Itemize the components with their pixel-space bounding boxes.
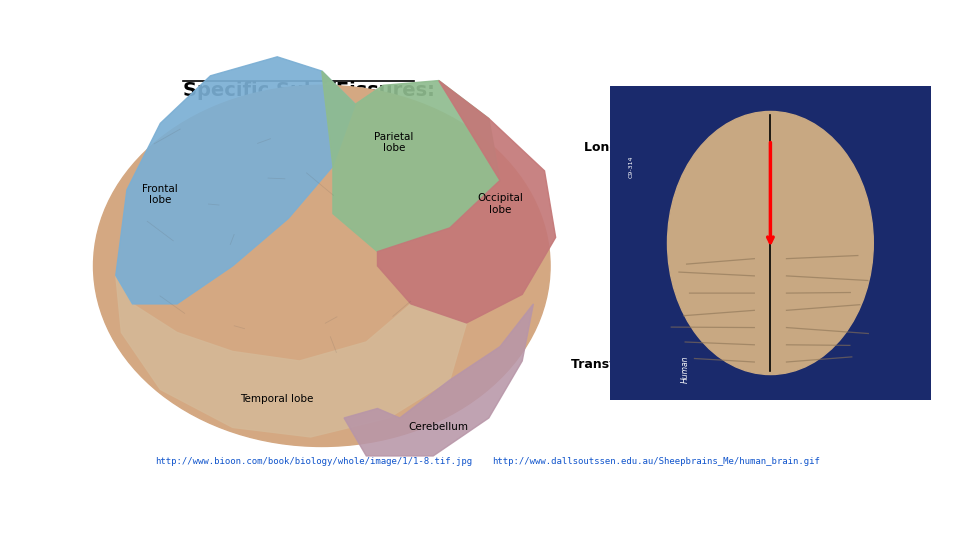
Polygon shape [116,57,355,304]
Text: Longitudinal Fissure: Longitudinal Fissure [585,141,727,210]
Ellipse shape [667,111,874,375]
Text: Central Sulcus: Central Sulcus [233,129,339,170]
Text: Specific Sulci/Fissures:: Specific Sulci/Fissures: [183,82,435,100]
Ellipse shape [93,85,550,447]
Text: Occipital
lobe: Occipital lobe [477,193,523,215]
Text: Temporal lobe: Temporal lobe [241,394,314,404]
Text: Sylvian/Lateral
Fissure: Sylvian/Lateral Fissure [142,287,264,328]
Text: Human: Human [681,355,689,383]
Polygon shape [377,80,556,323]
Polygon shape [322,71,500,252]
Text: C9-314: C9-314 [629,156,634,178]
Text: http://www.dallsoutssen.edu.au/Sheepbrains_Me/human_brain.gif: http://www.dallsoutssen.edu.au/Sheepbrai… [492,457,820,466]
Text: Parietal
lobe: Parietal lobe [374,132,414,153]
Text: Cerebellum: Cerebellum [409,422,468,433]
Text: Frontal
lobe: Frontal lobe [142,184,179,205]
Polygon shape [344,304,534,456]
Text: Transverse Fissure: Transverse Fissure [571,334,703,370]
Polygon shape [116,275,467,437]
Text: http://www.bioon.com/book/biology/whole/image/1/1-8.tif.jpg: http://www.bioon.com/book/biology/whole/… [155,457,472,466]
